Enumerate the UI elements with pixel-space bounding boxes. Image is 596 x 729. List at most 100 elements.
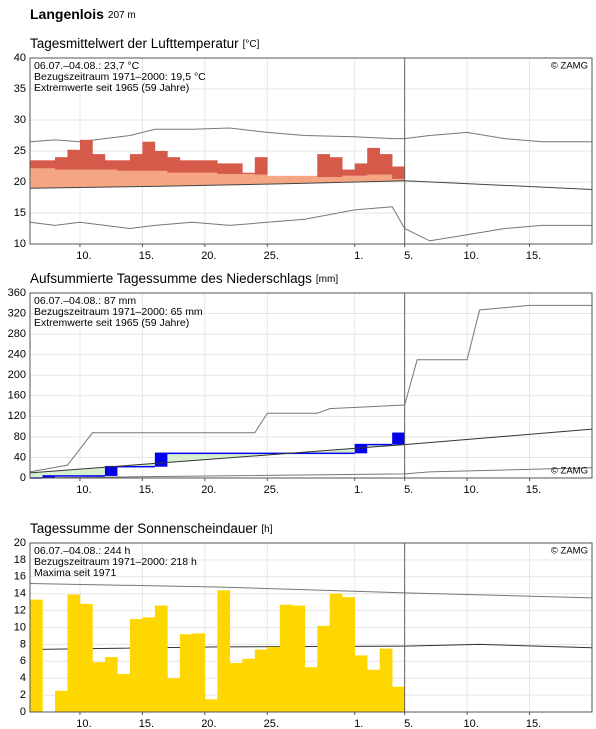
bar <box>142 617 156 712</box>
bar <box>342 169 356 176</box>
bar <box>79 139 93 170</box>
info-text: Extremwerte seit 1965 (59 Jahre) <box>34 82 189 94</box>
y-tick-label: 12 <box>14 605 26 617</box>
bar <box>79 603 93 712</box>
y-tick-label: 10 <box>14 621 26 633</box>
source-label: © ZAMG <box>551 546 588 557</box>
mean-area <box>342 175 356 183</box>
info-text: 06.07.–04.08.: 23,7 °C <box>34 60 140 72</box>
bar <box>317 625 331 712</box>
x-tick-label: 1. <box>354 250 363 262</box>
station-altitude: 207 m <box>108 10 136 21</box>
mean-area <box>142 170 156 187</box>
bar <box>167 678 181 712</box>
mean-area <box>192 172 206 186</box>
mean-area <box>379 174 393 182</box>
y-tick-label: 4 <box>20 672 26 684</box>
source-label: © ZAMG <box>551 61 588 72</box>
bar <box>229 662 243 712</box>
bar <box>367 669 380 712</box>
y-tick-label: 35 <box>14 83 26 95</box>
bar <box>104 657 118 712</box>
source-label: © ZAMG <box>551 466 588 477</box>
bar <box>292 605 306 712</box>
bar <box>30 599 43 712</box>
reference-line <box>29 583 593 599</box>
bar <box>117 673 131 712</box>
bar <box>317 154 331 178</box>
mean-area <box>167 172 181 186</box>
bar <box>204 699 218 712</box>
bar <box>267 646 281 712</box>
panel-unit: [°C] <box>243 39 260 50</box>
mean-area <box>79 169 93 188</box>
bar <box>254 157 268 175</box>
bar <box>67 149 81 170</box>
x-tick-label: 10. <box>463 718 478 729</box>
mean-area <box>304 175 318 184</box>
y-tick-label: 15 <box>14 207 26 219</box>
bar <box>304 667 318 712</box>
y-tick-label: 8 <box>20 638 26 650</box>
plot-frame <box>29 57 593 245</box>
mean-area <box>329 177 343 183</box>
bar <box>154 605 168 712</box>
reference-line <box>29 304 592 473</box>
panel-title: Tagesmittelwert der Lufttemperatur [°C] <box>30 36 260 51</box>
plot-background <box>30 293 592 478</box>
bar <box>179 160 193 173</box>
rain-box <box>104 466 118 476</box>
mean-area <box>117 170 131 187</box>
mean-area <box>129 170 143 187</box>
difference-area <box>30 433 405 478</box>
x-tick-label: 1. <box>354 484 363 496</box>
bar <box>242 658 256 712</box>
x-tick-label: 15. <box>139 250 154 262</box>
y-tick-label: 18 <box>14 554 26 566</box>
info-text: Bezugszeitraum 1971–2000: 218 h <box>34 556 197 568</box>
panel-title: Aufsummierte Tagessumme des Niederschlag… <box>30 271 338 286</box>
plot-frame <box>29 292 593 479</box>
mean-area <box>354 175 368 182</box>
rain-box <box>354 444 368 454</box>
y-tick-label: 280 <box>8 328 26 340</box>
bar <box>217 590 231 712</box>
bar <box>279 604 293 712</box>
bar <box>192 160 206 173</box>
x-tick-label: 20. <box>201 484 216 496</box>
normal-line <box>29 180 593 190</box>
y-tick-label: 320 <box>8 307 26 319</box>
y-tick-label: 200 <box>8 369 26 381</box>
mean-area <box>54 169 68 188</box>
bar <box>92 662 106 712</box>
rain-box <box>42 475 55 478</box>
mean-area <box>279 175 293 184</box>
page-title: Langenlois 207 m <box>30 6 136 22</box>
x-tick-label: 15. <box>139 718 154 729</box>
mean-area <box>217 173 231 185</box>
x-tick-label: 20. <box>201 250 216 262</box>
bar <box>129 154 143 171</box>
y-tick-label: 14 <box>14 588 26 600</box>
bar <box>67 594 81 712</box>
panel-unit: [mm] <box>316 274 338 285</box>
bar <box>192 633 206 712</box>
y-tick-label: 80 <box>14 431 26 443</box>
mean-area <box>204 172 218 186</box>
plot-frame <box>29 542 593 713</box>
y-tick-label: 160 <box>8 390 26 402</box>
bar <box>329 593 343 712</box>
bar <box>229 163 243 174</box>
bar <box>392 166 405 179</box>
mean-area <box>242 173 256 185</box>
y-tick-label: 25 <box>14 145 26 157</box>
x-tick-label: 15. <box>139 484 154 496</box>
mean-area <box>92 169 106 188</box>
x-tick-label: 10. <box>76 250 91 262</box>
y-tick-label: 240 <box>8 349 26 361</box>
x-tick-label: 25. <box>264 718 279 729</box>
x-tick-label: 10. <box>76 484 91 496</box>
y-tick-label: 40 <box>14 52 26 64</box>
bar <box>379 154 393 175</box>
y-tick-label: 120 <box>8 410 26 422</box>
